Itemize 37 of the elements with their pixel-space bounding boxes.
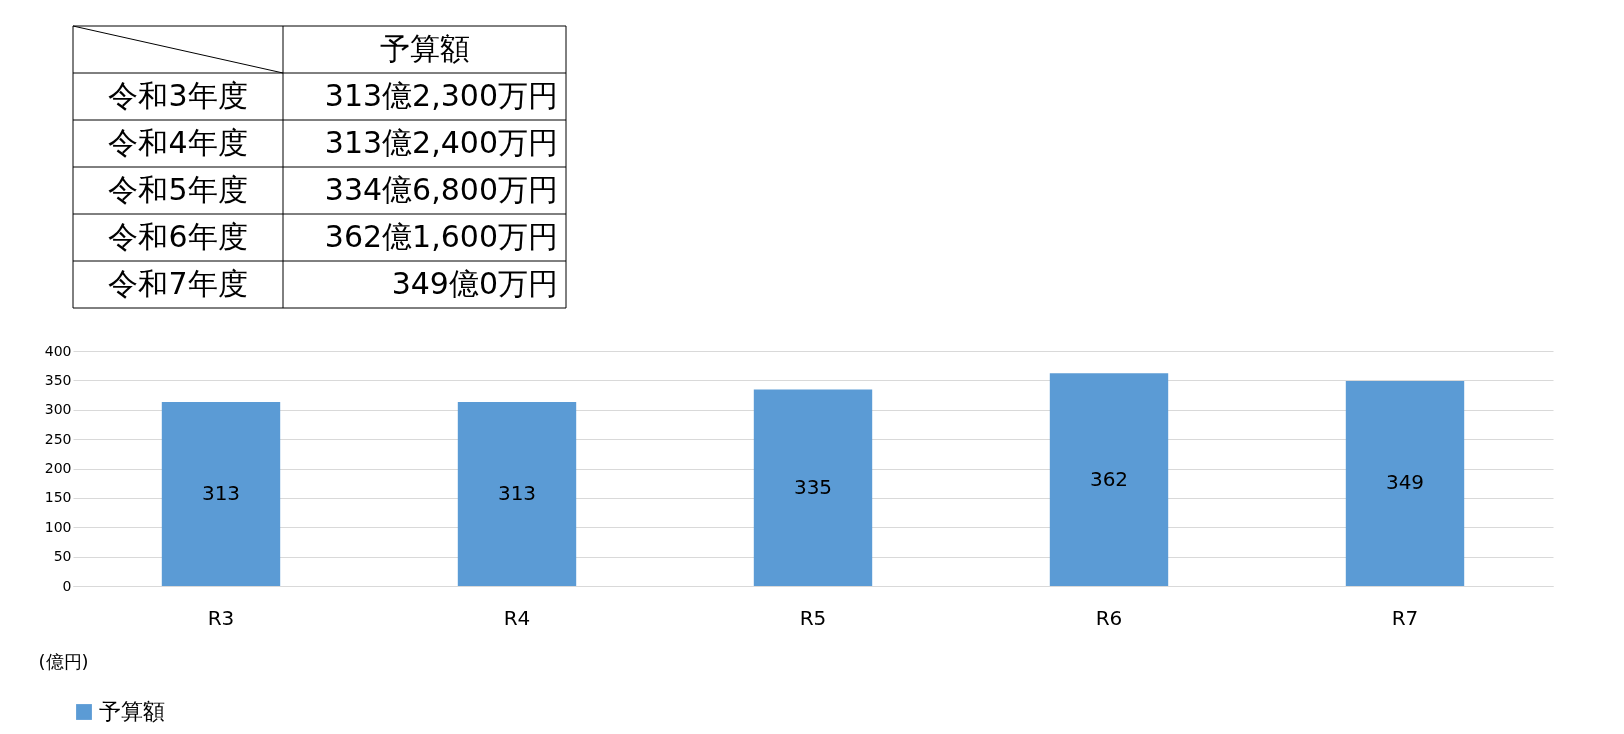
y-tick-label: 250 [44,430,72,447]
bar [457,401,577,586]
x-tick-label: R7 [1391,605,1419,630]
text: 予算額 [379,30,470,66]
x-tick-label: R5 [799,605,827,630]
y-tick-label: 350 [44,371,72,388]
y-axis-title: (億円) [38,650,89,672]
text: 令和6年度 [108,218,248,254]
text: 令和7年度 [108,265,248,301]
text: 令和4年度 [108,124,248,160]
x-tick-label: R4 [503,605,531,630]
text: 362億1,600万円 [324,218,558,254]
y-tick-label: 150 [44,489,72,506]
bar [161,401,281,586]
text: 313 [201,480,241,505]
text: 令和3年度 [108,77,248,113]
text: 334億6,800万円 [324,171,558,207]
y-tick-label: 0 [62,577,72,594]
bar [1049,373,1169,586]
text: 335 [793,474,833,499]
bar [1345,380,1465,586]
y-tick-label: 200 [44,460,72,476]
legend-label: 予算額 [99,699,165,724]
text: 令和5年度 [108,171,248,207]
text: 349 [1385,470,1425,495]
y-tick-label: 100 [44,518,72,535]
text: 349億0万円 [391,265,558,301]
y-tick-label: 400 [44,342,72,359]
text: 313億2,400万円 [324,124,558,160]
y-tick-label: 50 [53,548,72,565]
bar [753,389,873,586]
x-tick-label: R3 [207,605,235,630]
text: 362 [1089,466,1129,491]
x-tick-label: R6 [1095,605,1123,630]
y-tick-label: 300 [44,401,72,418]
text: 313億2,300万円 [324,77,558,113]
text: 313 [497,480,537,505]
